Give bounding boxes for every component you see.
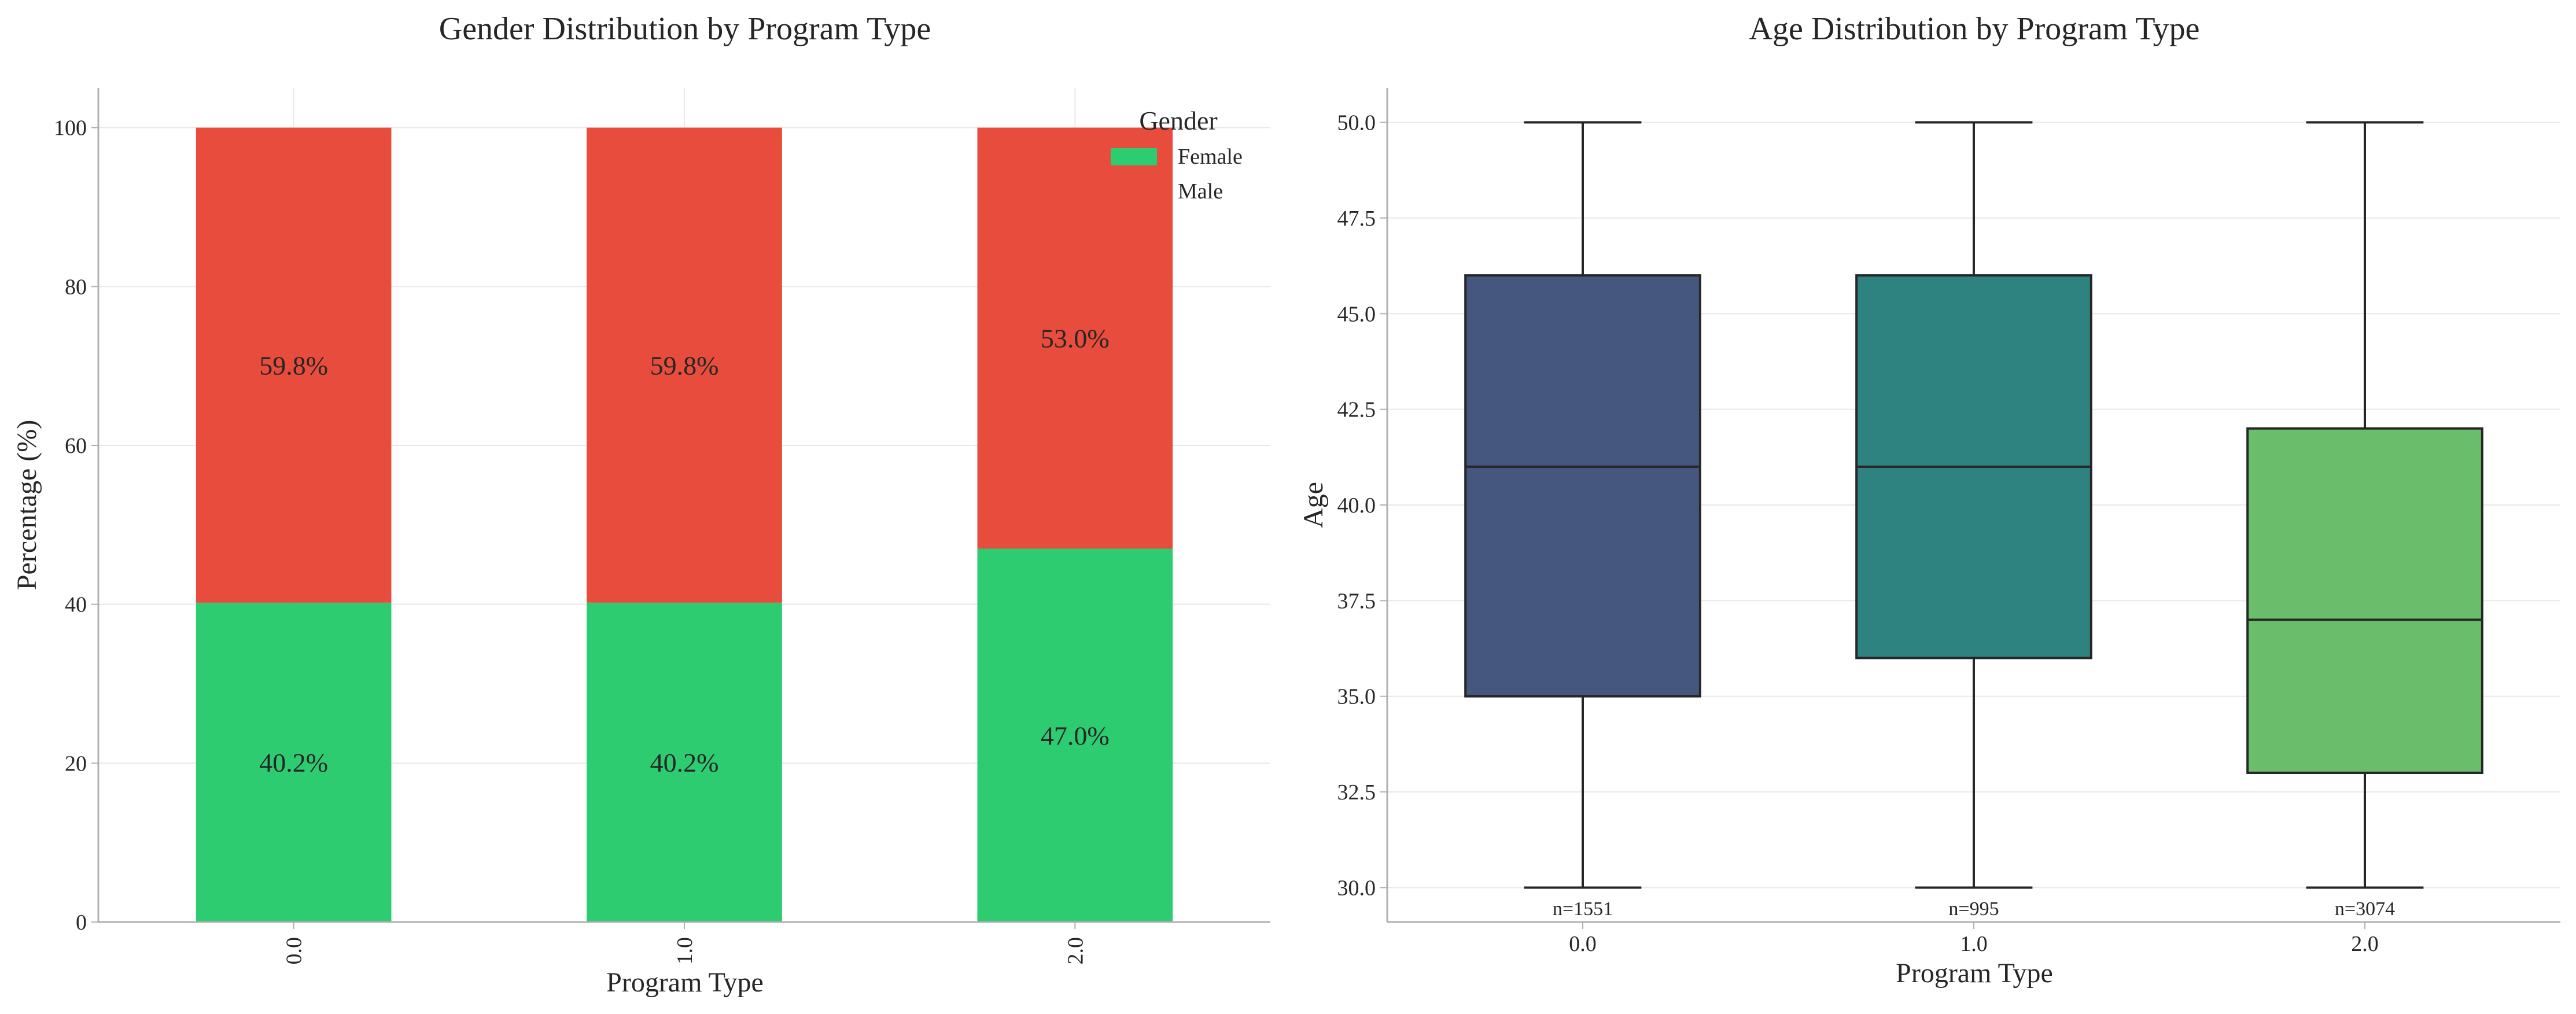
gender-chart-y-ticks: 0 20 40 60 80 100 [54, 116, 98, 935]
bar-value-label: 53.0% [1041, 324, 1110, 353]
age-chart-y-tick-label: 47.5 [1337, 207, 1376, 231]
sample-size-label: n=1551 [1553, 898, 1613, 920]
bar-female [977, 548, 1173, 922]
legend-swatch-female [1111, 148, 1157, 165]
gender-chart-title: Gender Distribution by Program Type [439, 11, 931, 47]
gender-chart-x-axis-label: Program Type [606, 967, 764, 998]
age-chart-x-tick-label: 1.0 [1960, 932, 1988, 956]
box-1.0 [1855, 121, 2092, 889]
legend-swatch-male [1111, 183, 1157, 200]
gender-chart-y-axis-label: Percentage (%) [12, 420, 42, 591]
age-chart-y-tick-label: 30.0 [1337, 876, 1376, 900]
age-chart-y-ticks: 30.0 32.5 35.0 37.5 40.0 42.5 45.0 47.5 50.0 [1337, 111, 1387, 900]
age-chart-y-tick-label: 32.5 [1337, 780, 1376, 805]
gender-chart-x-tick-label: 0.0 [282, 937, 307, 965]
gender-chart-y-tick-label: 60 [65, 434, 87, 458]
bar-value-label: 47.0% [1041, 721, 1110, 750]
gender-chart-bars [196, 127, 1173, 922]
bar-male [196, 127, 392, 603]
gender-chart-y-tick-label: 40 [65, 593, 87, 617]
gender-chart-legend: Gender Female Male [1111, 106, 1243, 204]
age-chart-panel: Age Distribution by Program Type n=1551 n… [1298, 11, 2560, 989]
gender-chart-y-tick-label: 80 [65, 275, 87, 299]
age-chart-x-tick-label: 2.0 [2351, 932, 2379, 956]
age-chart-title: Age Distribution by Program Type [1749, 11, 2200, 47]
bar-male [587, 127, 782, 603]
age-chart-y-tick-label: 50.0 [1337, 111, 1376, 135]
gender-chart-panel: Gender Distribution by Program Type 40.2… [12, 11, 1270, 998]
sample-size-label: n=3074 [2335, 898, 2395, 920]
bar-value-label: 59.8% [259, 351, 328, 380]
gender-chart-y-tick-label: 100 [54, 116, 87, 141]
iqr-box [1464, 274, 1701, 698]
bar-value-label: 40.2% [259, 748, 328, 777]
age-chart-y-tick-label: 37.5 [1337, 589, 1376, 613]
gender-chart-y-tick-label: 20 [65, 751, 87, 776]
age-chart-n-labels: n=1551 n=995 n=3074 [1553, 898, 2395, 920]
iqr-box [2246, 427, 2483, 775]
sample-size-label: n=995 [1948, 898, 1999, 920]
bar-value-label: 59.8% [650, 351, 719, 380]
age-chart-x-tick-label: 0.0 [1569, 932, 1597, 956]
box-0.0 [1464, 121, 1701, 889]
age-chart-y-tick-label: 45.0 [1337, 302, 1376, 326]
age-chart-x-axis-label: Program Type [1896, 958, 2053, 989]
bar-female [196, 602, 392, 922]
bar-value-label: 40.2% [650, 748, 719, 777]
age-chart-x-ticks: 0.0 1.0 2.0 [1569, 922, 2379, 956]
age-chart-y-tick-label: 35.0 [1337, 685, 1376, 709]
legend-label-male: Male [1178, 179, 1223, 204]
legend-label-female: Female [1178, 145, 1243, 169]
gender-chart-x-ticks: 0.0 1.0 2.0 [282, 922, 1088, 965]
age-chart-y-axis-label: Age [1298, 482, 1329, 528]
age-chart-y-tick-label: 40.0 [1337, 493, 1376, 518]
gender-chart-y-tick-label: 0 [76, 910, 87, 935]
legend-title: Gender [1139, 106, 1217, 135]
age-chart-y-tick-label: 42.5 [1337, 398, 1376, 422]
bar-female [587, 602, 782, 922]
gender-chart-bar-labels: 40.2% 59.8% 40.2% 59.8% 47.0% 53.0% [259, 324, 1109, 777]
box-2.0 [2246, 121, 2483, 889]
legend-items: Female Male [1111, 145, 1243, 204]
gender-chart-x-tick-label: 2.0 [1063, 937, 1088, 965]
age-chart-boxes [1464, 121, 2483, 889]
gender-chart-x-tick-label: 1.0 [673, 937, 697, 965]
